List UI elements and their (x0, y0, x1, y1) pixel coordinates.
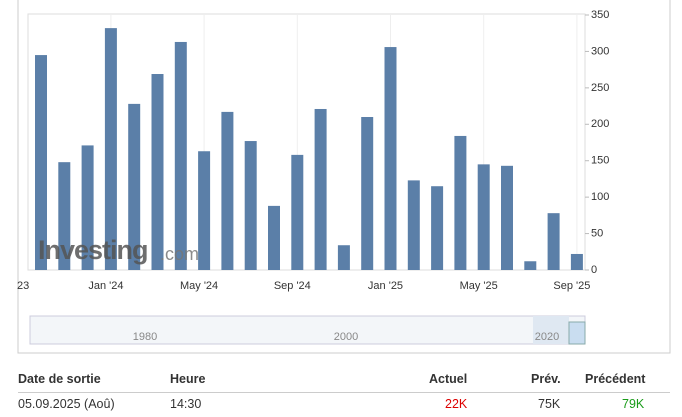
y-tick-label: 300 (591, 45, 609, 57)
y-tick-label: 50 (591, 227, 603, 239)
y-tick-label: 350 (591, 9, 609, 21)
bar (174, 41, 187, 271)
plot-frame (27, 13, 586, 271)
watermark: Investing (38, 235, 148, 265)
cell: 79K (622, 397, 645, 411)
bar (361, 117, 374, 270)
bar (501, 165, 513, 270)
bar (268, 205, 280, 270)
table-header: Date de sortie Heure Actuel Prév. Précéd… (18, 368, 670, 393)
page: {"chart_data": {"type": "bar", "categori… (17, 0, 671, 411)
y-tick-label: 250 (591, 82, 609, 94)
navigator-handle[interactable] (568, 321, 586, 345)
bar (221, 111, 234, 271)
navigator-label: 1980 (133, 331, 157, 343)
cell: 75K (538, 397, 561, 411)
chart: Investing .com 23 0 50 100 150 200 250 300 350 J… (17, 0, 671, 354)
bar (524, 261, 537, 270)
bar (244, 141, 257, 270)
cell: 14:30 (170, 397, 202, 411)
y-tick-label: 200 (591, 118, 609, 130)
bar (104, 28, 117, 270)
bars (35, 15, 583, 271)
bar (151, 74, 164, 270)
header-cell: Date de sortie (18, 372, 101, 386)
navigator-label: 2020 (535, 331, 559, 343)
cell: 22K (445, 397, 468, 411)
bar (454, 135, 467, 270)
watermark-suffix: .com (160, 244, 199, 264)
bar (314, 108, 327, 270)
x-tick-label: Jan '25 (368, 280, 403, 292)
x-tick-label: Jan '24 (88, 280, 123, 292)
bar (198, 151, 211, 270)
y-tick-label: 0 (591, 264, 597, 276)
y-tick-label: 150 (591, 155, 609, 167)
header-cell: Précédent (585, 372, 646, 386)
cell: 05.09.2025 (Aoû) (18, 397, 115, 411)
bar (547, 213, 560, 270)
bar (337, 245, 350, 270)
bar (407, 180, 420, 270)
header-cell: Heure (170, 372, 206, 386)
navigator-label: 2000 (334, 331, 358, 343)
x-tick-label: 23 (17, 280, 29, 292)
bar (58, 162, 71, 270)
table-row: 05.09.2025 (Aoû) 14:30 22K 75K 79K (18, 393, 670, 417)
navigator-range[interactable] (533, 316, 569, 344)
x-tick-label: Sep '24 (274, 280, 311, 292)
y-tick-label: 100 (591, 191, 609, 203)
chart-frame (17, 0, 671, 354)
bar (81, 145, 94, 270)
bar (431, 186, 444, 270)
x-tick-label: May '24 (180, 280, 218, 292)
header-cell: Actuel (429, 372, 468, 386)
bar (570, 253, 583, 270)
x-tick-label: May '25 (460, 280, 498, 292)
x-tick-label: Sep '25 (553, 280, 590, 292)
bar (291, 154, 304, 270)
bar (128, 103, 141, 270)
bar (384, 47, 397, 270)
header-cell: Prév. (531, 372, 561, 386)
table: Date de sortie Heure Actuel Prév. Précéd… (18, 368, 670, 417)
bar (477, 164, 490, 270)
bar (35, 55, 47, 271)
navigator (29, 315, 586, 345)
